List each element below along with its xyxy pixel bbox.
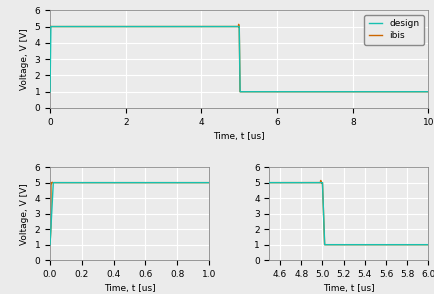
ibis xyxy=(236,23,241,26)
ibis xyxy=(237,90,243,93)
Legend: design, ibis: design, ibis xyxy=(363,15,423,44)
Line: design: design xyxy=(50,26,427,92)
design xyxy=(389,90,395,93)
design xyxy=(47,90,53,93)
design xyxy=(407,90,412,93)
design xyxy=(288,90,293,93)
X-axis label: Time, t [us]: Time, t [us] xyxy=(322,285,374,293)
design xyxy=(94,25,99,28)
Y-axis label: Voltage, V [V]: Voltage, V [V] xyxy=(20,183,29,245)
ibis xyxy=(47,90,53,93)
ibis xyxy=(56,25,61,28)
ibis xyxy=(288,90,293,93)
X-axis label: Time, t [us]: Time, t [us] xyxy=(103,285,155,293)
ibis xyxy=(94,25,99,28)
ibis xyxy=(246,90,251,93)
ibis xyxy=(407,90,412,93)
ibis xyxy=(425,90,430,93)
design xyxy=(246,90,251,93)
Line: ibis: ibis xyxy=(50,24,427,92)
design xyxy=(56,25,61,28)
design xyxy=(48,25,53,28)
Y-axis label: Voltage, V [V]: Voltage, V [V] xyxy=(20,28,29,90)
X-axis label: Time, t [us]: Time, t [us] xyxy=(213,132,264,141)
design xyxy=(425,90,430,93)
ibis xyxy=(389,90,395,93)
